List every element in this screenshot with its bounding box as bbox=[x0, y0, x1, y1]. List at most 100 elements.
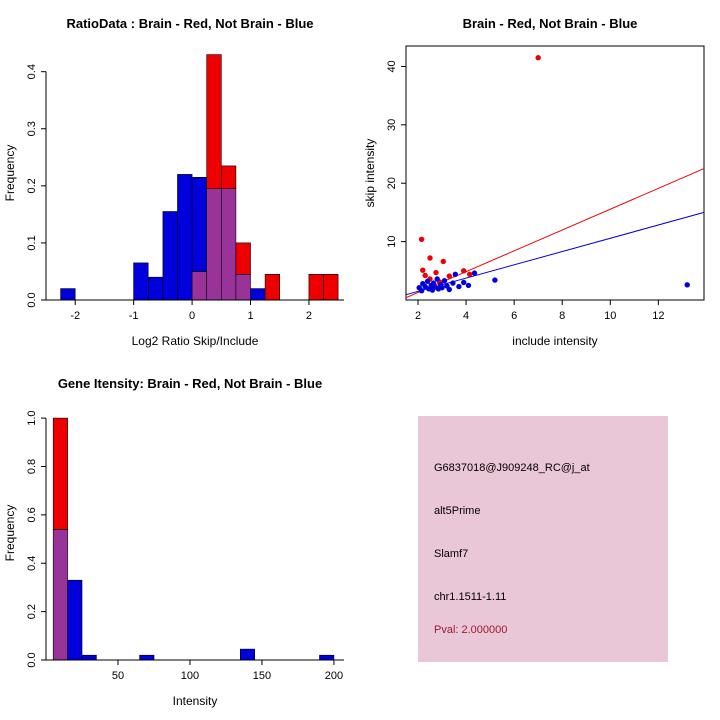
data-point bbox=[471, 270, 478, 276]
x-tick-label: 50 bbox=[112, 670, 124, 682]
x-axis-label: Log2 Ratio Skip/Include bbox=[132, 334, 259, 348]
data-point bbox=[441, 278, 448, 284]
y-tick-label: 10 bbox=[386, 235, 398, 247]
y-tick-label: 0.8 bbox=[26, 459, 38, 474]
plot-box bbox=[405, 45, 705, 301]
x-axis-label: include intensity bbox=[512, 334, 597, 348]
points-brain-red bbox=[418, 55, 541, 285]
histogram-bar bbox=[81, 654, 97, 661]
x-tick-label: 100 bbox=[181, 670, 199, 682]
ratio-histogram-title: RatioData : Brain - Red, Not Brain - Blu… bbox=[66, 16, 314, 31]
data-point bbox=[492, 277, 498, 283]
y-tick-label: 0.3 bbox=[26, 121, 38, 136]
data-point bbox=[434, 276, 440, 282]
data-point bbox=[418, 236, 425, 242]
histogram-bar bbox=[133, 262, 149, 301]
data-point bbox=[424, 278, 431, 284]
data-point bbox=[427, 255, 433, 261]
axes: 2 4 6 8 10 12 10 20 30 40 include intensity skip in… bbox=[363, 45, 705, 348]
x-tick-label: -1 bbox=[129, 310, 139, 322]
histogram-bar bbox=[139, 654, 155, 661]
axes: 50 100 150 200 0.0 0.2 0.4 0.6 0.8 1.0 Intensity Fr… bbox=[3, 410, 344, 708]
data-point bbox=[450, 280, 456, 286]
x-tick-label: 2 bbox=[306, 310, 312, 322]
histogram-bar bbox=[191, 271, 208, 301]
y-tick-label: 0.2 bbox=[26, 604, 38, 619]
histogram-bar bbox=[148, 276, 164, 301]
fit-line-not-brain-blue bbox=[405, 211, 705, 296]
histogram-bar bbox=[191, 177, 208, 272]
data-point bbox=[467, 271, 473, 277]
x-tick-label: 8 bbox=[559, 310, 565, 322]
histogram-bar bbox=[52, 529, 68, 661]
x-tick-label: 10 bbox=[604, 310, 616, 322]
intensity-scatter-chart: 2 4 6 8 10 12 10 20 30 40 include intensity skip in… bbox=[363, 45, 705, 348]
histogram-bar bbox=[206, 188, 222, 301]
histogram-bar bbox=[323, 273, 339, 301]
histogram-bar bbox=[240, 648, 256, 661]
histogram-bar bbox=[60, 288, 76, 301]
data-point bbox=[452, 271, 458, 277]
x-tick-label: 200 bbox=[325, 670, 343, 682]
y-axis-label: Frequency bbox=[3, 145, 17, 202]
data-point bbox=[446, 273, 452, 279]
data-point bbox=[430, 280, 437, 286]
gene-intensity-histogram-chart: 50 100 150 200 0.0 0.2 0.4 0.6 0.8 1.0 Intensity Fr… bbox=[3, 410, 344, 708]
splice-type-text: alt5Prime bbox=[434, 505, 481, 517]
data-point bbox=[440, 258, 446, 265]
data-point bbox=[439, 285, 445, 291]
data-point bbox=[433, 269, 439, 276]
histogram-bar bbox=[308, 273, 324, 301]
data-point bbox=[446, 286, 452, 293]
data-point bbox=[461, 279, 467, 286]
histogram-bars bbox=[52, 417, 335, 661]
intensity-scatter-title: Brain - Red, Not Brain - Blue bbox=[462, 16, 638, 31]
data-point bbox=[420, 267, 426, 273]
x-tick-label: 6 bbox=[511, 310, 517, 322]
event-info-box: G6837018@J909248_RC@j_at alt5Prime Slamf… bbox=[418, 416, 668, 662]
y-tick-label: 0.1 bbox=[26, 235, 38, 250]
data-point bbox=[535, 55, 541, 61]
histogram-bar bbox=[264, 273, 281, 301]
probe-id-text: G6837018@J909248_RC@j_at bbox=[434, 462, 590, 474]
histogram-bar bbox=[177, 174, 193, 301]
y-tick-label: 1.0 bbox=[26, 410, 38, 425]
gene-intensity-title: Gene Itensity: Brain - Red, Not Brain - … bbox=[57, 376, 323, 391]
y-tick-label: 0.2 bbox=[26, 178, 38, 193]
panel-gene-intensity-histogram: Gene Itensity: Brain - Red, Not Brain - … bbox=[0, 360, 360, 720]
histogram-bar bbox=[235, 242, 251, 275]
ratio-histogram-chart: -2 -1 0 1 2 0.0 0.1 0.2 0.3 0.4 Log2 Ratio Skip/In… bbox=[3, 54, 344, 348]
histogram-bar bbox=[52, 417, 68, 530]
panel-intensity-scatter: Brain - Red, Not Brain - Blue 2 4 6 8 10 12 10… bbox=[360, 0, 720, 360]
histogram-bar bbox=[67, 579, 83, 661]
gene-name-text: Slamf7 bbox=[434, 548, 469, 560]
x-tick-label: 2 bbox=[415, 310, 421, 322]
y-tick-label: 0.0 bbox=[26, 292, 38, 307]
x-axis-label: Intensity bbox=[173, 694, 218, 708]
histogram-bars bbox=[60, 54, 339, 301]
y-tick-label: 0.0 bbox=[26, 652, 38, 667]
x-tick-label: 0 bbox=[189, 310, 195, 322]
histogram-bar bbox=[235, 273, 251, 301]
x-tick-label: 1 bbox=[247, 310, 253, 322]
y-tick-label: 30 bbox=[386, 119, 398, 131]
histogram-bar bbox=[162, 211, 178, 301]
histogram-bar bbox=[221, 188, 237, 301]
axes: -2 -1 0 1 2 0.0 0.1 0.2 0.3 0.4 Log2 Ratio Skip/In… bbox=[3, 64, 344, 348]
histogram-bar bbox=[319, 654, 335, 661]
x-tick-label: 12 bbox=[652, 310, 664, 322]
data-point bbox=[684, 282, 690, 288]
x-tick-label: 4 bbox=[463, 310, 469, 322]
panel-ratio-histogram: RatioData : Brain - Red, Not Brain - Blu… bbox=[0, 0, 360, 360]
y-tick-label: 40 bbox=[386, 60, 398, 72]
pval-text: Pval: 2.000000 bbox=[434, 624, 508, 636]
data-point bbox=[422, 272, 428, 279]
histogram-bar bbox=[206, 54, 222, 190]
y-axis-label: Frequency bbox=[3, 505, 17, 562]
x-tick-label: -2 bbox=[70, 310, 80, 322]
histogram-bar bbox=[250, 288, 266, 301]
histogram-bar bbox=[221, 165, 237, 189]
y-tick-label: 0.6 bbox=[26, 507, 38, 522]
y-tick-label: 0.4 bbox=[26, 556, 38, 571]
